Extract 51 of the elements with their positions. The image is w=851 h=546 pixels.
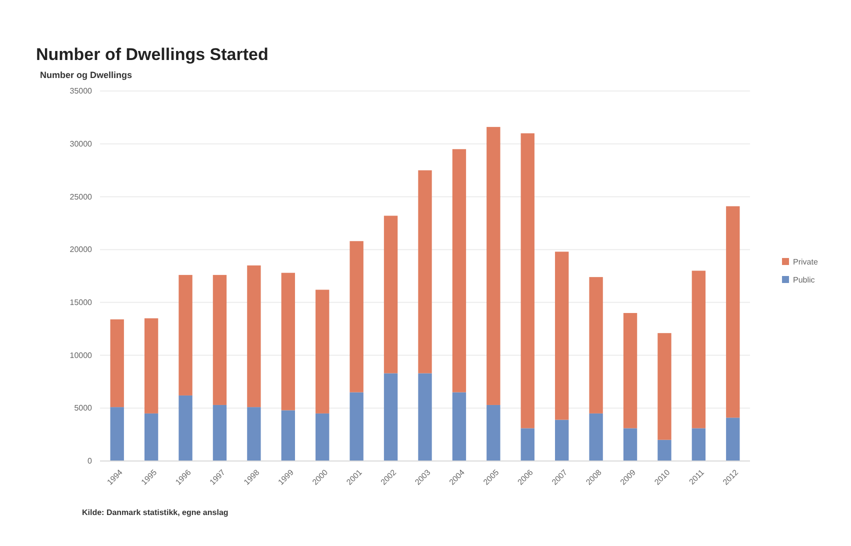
bar (658, 440, 672, 461)
bar (212, 404, 227, 461)
bar (486, 126, 500, 405)
bar (589, 277, 603, 414)
y-tick-label: 5000 (74, 404, 93, 413)
bar (623, 428, 638, 461)
bar (623, 313, 638, 428)
chart-title: Number of Dwellings Started (36, 45, 268, 64)
y-tick-label: 15000 (70, 298, 93, 307)
bar (520, 428, 534, 461)
legend-label: Public (793, 276, 815, 285)
bar (486, 404, 500, 461)
text: Kilde: Danmark statistikk, egne anslag (82, 508, 228, 517)
bar (281, 272, 295, 410)
legend-label: Private (793, 258, 818, 267)
bar (281, 410, 295, 461)
bar (110, 407, 124, 461)
bar (144, 413, 158, 461)
y-tick-label: 20000 (70, 245, 93, 254)
bar (726, 206, 740, 418)
bar (110, 319, 124, 408)
bar (144, 318, 158, 414)
bar (384, 216, 398, 374)
bar (350, 392, 364, 461)
bar (452, 392, 466, 461)
y-axis-title: Number og Dwellings (40, 70, 132, 80)
y-tick-label: 10000 (70, 350, 93, 360)
bar (384, 373, 398, 461)
bar (212, 274, 227, 405)
bar (555, 420, 569, 461)
bar (555, 252, 569, 420)
bar (350, 241, 364, 392)
bar (418, 170, 432, 374)
bar (658, 333, 672, 440)
bar (726, 418, 740, 461)
bar (247, 265, 261, 408)
y-tick-label: 30000 (70, 139, 93, 148)
y-tick-label: 0 (88, 456, 93, 466)
y-tick-label: 35000 (70, 86, 93, 96)
bar (692, 428, 706, 461)
bar (316, 290, 330, 414)
bar (178, 395, 192, 461)
bar (692, 270, 706, 428)
bar (520, 133, 534, 428)
bar (178, 274, 192, 396)
bar (418, 373, 432, 461)
bar (589, 413, 603, 461)
y-tick-label: 25000 (70, 192, 93, 202)
bar (316, 413, 330, 461)
bar (247, 407, 261, 461)
bar (452, 149, 466, 392)
